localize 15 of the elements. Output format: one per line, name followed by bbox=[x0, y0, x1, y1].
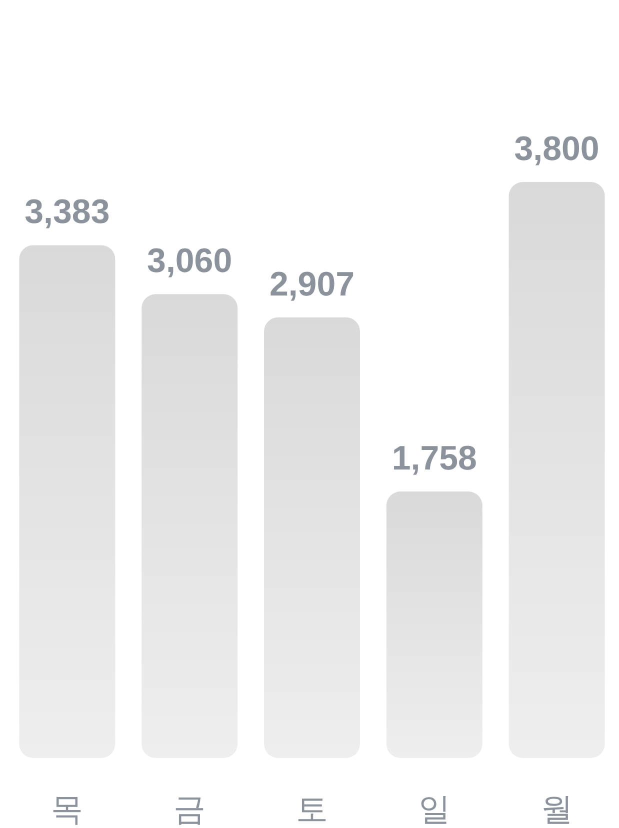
data-label: 3,060 bbox=[147, 242, 232, 280]
x-tick-label: 토 bbox=[296, 791, 328, 827]
bar bbox=[508, 182, 605, 758]
x-tick-label: 일 bbox=[418, 791, 450, 827]
x-tick-label: 월 bbox=[540, 791, 573, 827]
x-tick-label: 금 bbox=[174, 791, 206, 827]
data-label: 3,800 bbox=[514, 130, 600, 168]
bar bbox=[264, 317, 360, 758]
data-label: 1,758 bbox=[392, 440, 477, 478]
bar bbox=[19, 245, 116, 758]
data-label: 2,907 bbox=[269, 265, 355, 304]
bar bbox=[142, 294, 238, 758]
data-label: 3,383 bbox=[24, 193, 110, 232]
bar bbox=[386, 492, 482, 758]
x-tick-label: 목 bbox=[51, 791, 84, 827]
